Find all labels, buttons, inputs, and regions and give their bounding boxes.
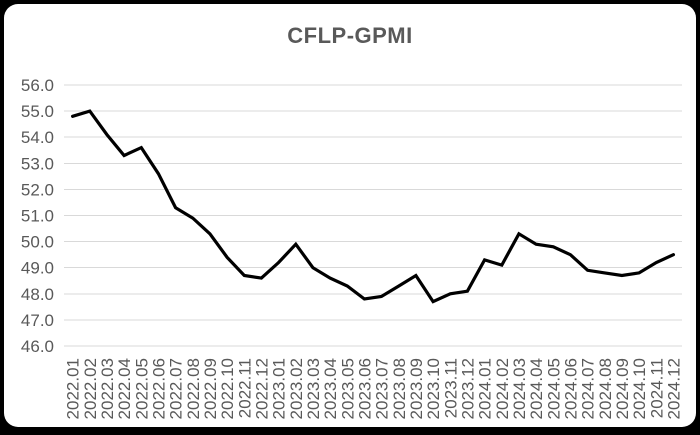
x-tick-label: 2023.03	[304, 358, 323, 419]
x-tick-label: 2023.04	[321, 358, 340, 419]
x-tick-label: 2024.07	[579, 358, 598, 419]
x-tick-label: 2024.12	[664, 358, 683, 419]
chart-title: CFLP-GPMI	[287, 23, 413, 48]
x-tick-label: 2024.01	[476, 358, 495, 419]
y-tick-label: 56.0	[21, 76, 54, 95]
x-tick-label: 2024.06	[561, 358, 580, 419]
y-tick-label: 55.0	[21, 102, 54, 121]
x-tick-label: 2023.08	[390, 358, 409, 419]
x-tick-label: 2022.04	[115, 358, 134, 419]
x-tick-label: 2023.07	[373, 358, 392, 419]
y-tick-label: 49.0	[21, 259, 54, 278]
x-tick-label: 2023.01	[270, 358, 289, 419]
y-tick-label: 54.0	[21, 128, 54, 147]
y-tick-label: 48.0	[21, 285, 54, 304]
x-tick-label: 2023.11	[441, 358, 460, 418]
y-tick-label: 46.0	[21, 337, 54, 356]
y-tick-label: 53.0	[21, 154, 54, 173]
x-tick-label: 2024.04	[527, 358, 546, 419]
line-chart: 56.0 55.0 54.0 53.0 52.0 51.0 50.0 49.0 48.0 47.0…	[21, 76, 684, 419]
x-tick-label: 2023.10	[424, 358, 443, 419]
x-tick-label: 2024.09	[613, 358, 632, 419]
y-tick-label: 51.0	[21, 207, 54, 226]
x-tick-label: 2023.09	[407, 358, 426, 419]
x-tick-label: 2022.01	[64, 358, 83, 419]
y-tick-label: 47.0	[21, 311, 54, 330]
x-tick-label: 2022.11	[235, 358, 254, 418]
x-tick-label: 2023.05	[338, 358, 357, 419]
x-tick-label: 2024.11	[647, 358, 666, 418]
x-tick-label: 2023.06	[355, 358, 374, 419]
x-tick-label: 2024.02	[493, 358, 512, 419]
x-tick-label: 2024.03	[510, 358, 529, 419]
chart-card: CFLP-GPMI 56.0 55.0 54.0 53.0 52.0 51.0 50.0 49…	[4, 4, 696, 427]
x-tick-label: 2022.12	[252, 358, 271, 419]
x-tick-label: 2022.03	[98, 358, 117, 419]
x-tick-label: 2022.02	[81, 358, 100, 419]
x-tick-label: 2023.12	[458, 358, 477, 419]
x-tick-label: 2022.06	[149, 358, 168, 419]
x-tick-label: 2022.07	[167, 358, 186, 419]
x-tick-label: 2024.08	[596, 358, 615, 419]
x-tick-label: 2022.10	[218, 358, 237, 419]
x-tick-label: 2024.10	[630, 358, 649, 419]
data-line-cflp-gpmi	[70, 109, 676, 304]
x-tick-label: 2022.05	[132, 358, 151, 419]
x-tick-label: 2022.08	[184, 358, 203, 419]
x-tick-label: 2022.09	[201, 358, 220, 419]
x-tick-label: 2023.02	[287, 358, 306, 419]
y-tick-label: 52.0	[21, 180, 54, 199]
x-tick-label: 2024.05	[544, 358, 563, 419]
y-tick-label: 50.0	[21, 233, 54, 252]
